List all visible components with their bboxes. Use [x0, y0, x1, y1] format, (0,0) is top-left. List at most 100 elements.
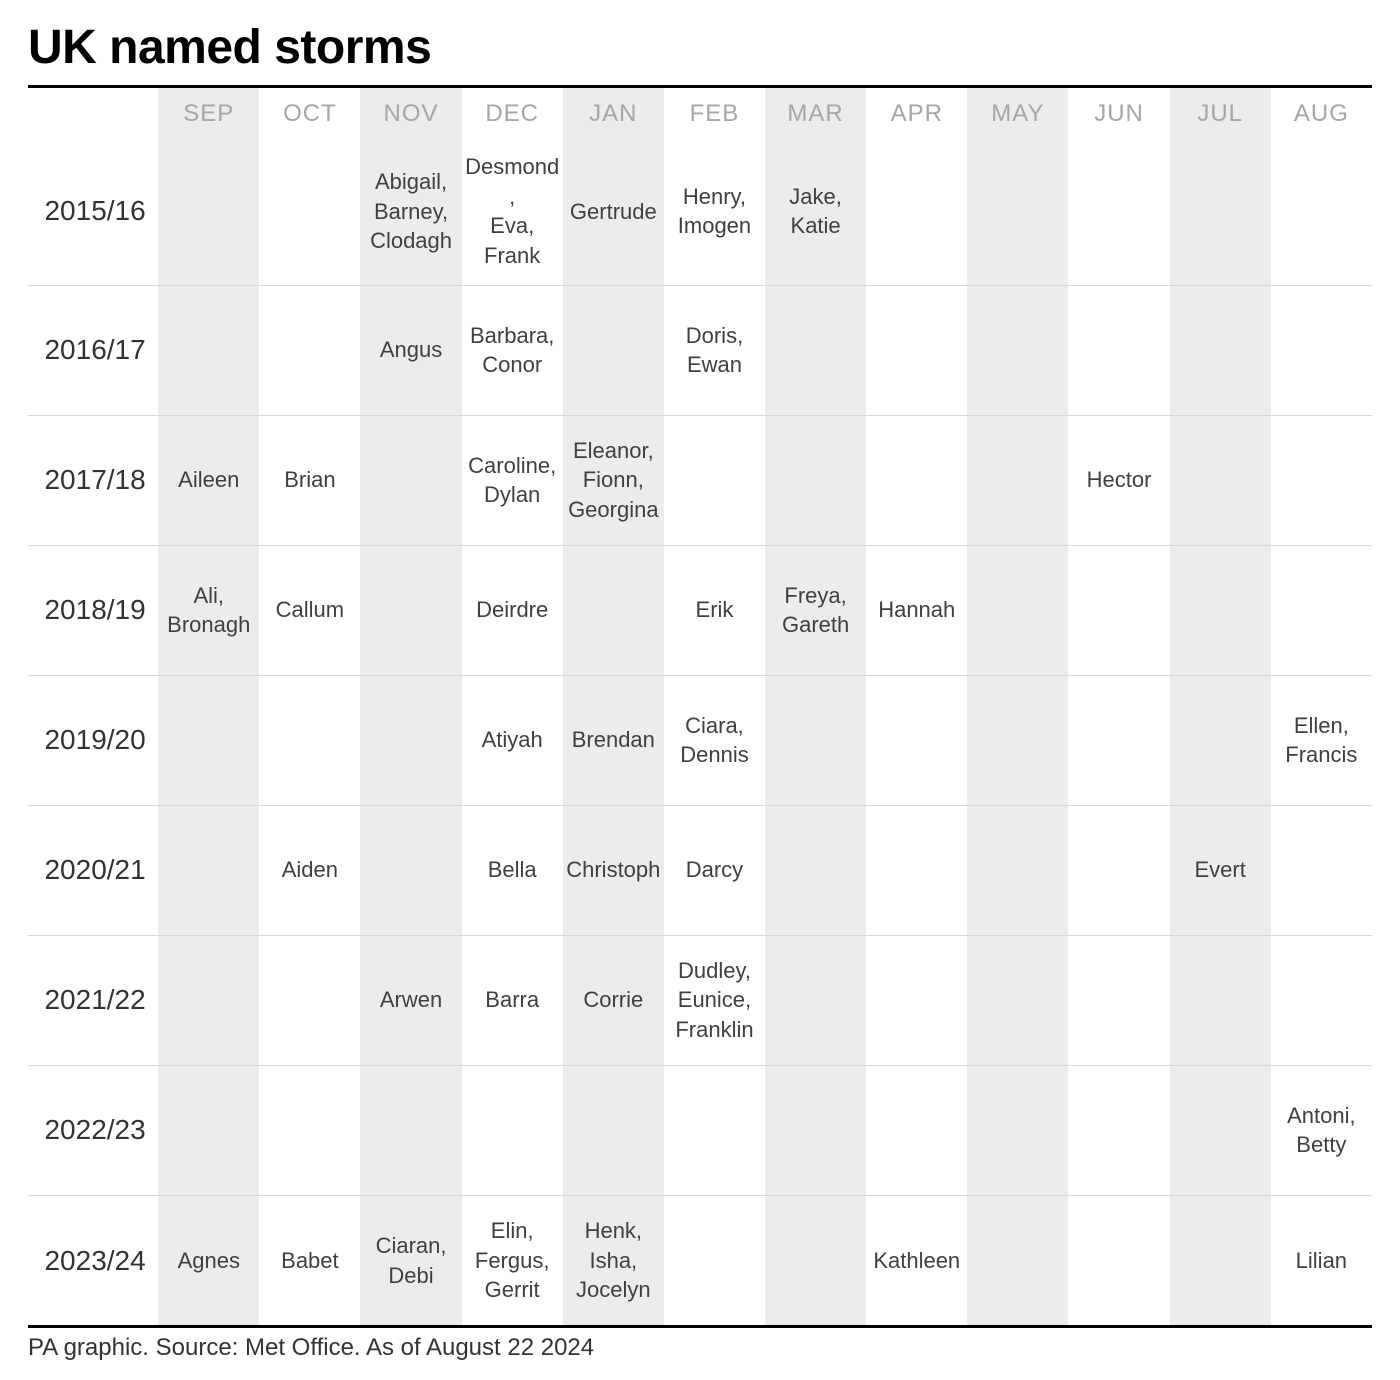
storm-name: Arwen [380, 987, 442, 1012]
storm-name: Erik [696, 597, 734, 622]
storm-name: Eleanor, [573, 438, 654, 463]
storm-cell [664, 1065, 765, 1195]
storm-cell: Gertrude [563, 138, 664, 285]
storm-cell [1271, 415, 1372, 545]
storm-cell [866, 415, 967, 545]
storm-cell [259, 285, 360, 415]
storm-cell [866, 805, 967, 935]
storm-name: Lilian [1296, 1248, 1347, 1273]
storm-cell [967, 675, 1068, 805]
storm-cell: Barra [462, 935, 563, 1065]
storm-name: Ali, [193, 583, 224, 608]
storm-name: Isha, [589, 1248, 637, 1273]
storm-name: Georgina [568, 497, 659, 522]
storm-name: Corrie [583, 987, 643, 1012]
storm-cell [1271, 285, 1372, 415]
storm-name: Imogen [678, 213, 751, 238]
storm-cell: Brendan [563, 675, 664, 805]
table-row: 2022/23Antoni,Betty [28, 1065, 1372, 1195]
storm-cell: Hector [1068, 415, 1169, 545]
storm-name: Fergus, [475, 1248, 550, 1273]
storm-cell [866, 285, 967, 415]
storm-cell [1170, 285, 1271, 415]
storm-name: Francis [1285, 742, 1357, 767]
storm-cell [360, 805, 461, 935]
storm-cell: Antoni,Betty [1271, 1065, 1372, 1195]
header-month: NOV [360, 88, 461, 138]
storm-cell [360, 415, 461, 545]
storm-cell [259, 1065, 360, 1195]
storm-name: Eunice, [678, 987, 751, 1012]
storm-cell: Jake,Katie [765, 138, 866, 285]
storm-name: Callum [276, 597, 344, 622]
source-line: PA graphic. Source: Met Office. As of Au… [28, 1328, 1372, 1362]
year-cell: 2017/18 [28, 415, 158, 545]
storm-cell: Hannah [866, 545, 967, 675]
storm-name: Ellen, [1294, 713, 1349, 738]
storm-cell [1068, 805, 1169, 935]
storm-name: Dudley, [678, 958, 751, 983]
storm-name: Ciara, [685, 713, 744, 738]
storm-name: Dennis [680, 742, 748, 767]
storm-cell [360, 1065, 461, 1195]
header-year-blank [28, 88, 158, 138]
storm-cell [158, 935, 259, 1065]
table-row: 2023/24AgnesBabetCiaran,DebiElin,Fergus,… [28, 1195, 1372, 1325]
storm-cell [866, 138, 967, 285]
storm-name: Aiden [282, 857, 338, 882]
storm-name: Hector [1087, 467, 1152, 492]
storm-name: Desmond, [465, 154, 559, 209]
storm-cell [1170, 545, 1271, 675]
storm-name: Hannah [878, 597, 955, 622]
storm-cell [259, 935, 360, 1065]
storm-name: Darcy [686, 857, 743, 882]
year-cell: 2016/17 [28, 285, 158, 415]
storm-cell [765, 805, 866, 935]
storm-cell [765, 1195, 866, 1325]
storm-cell [1271, 805, 1372, 935]
storm-cell [1271, 935, 1372, 1065]
table-row: 2016/17AngusBarbara,ConorDoris,Ewan [28, 285, 1372, 415]
storm-cell [967, 1195, 1068, 1325]
storm-cell [967, 285, 1068, 415]
storm-cell: Atiyah [462, 675, 563, 805]
storm-name: Caroline, [468, 453, 556, 478]
header-month: AUG [1271, 88, 1372, 138]
storm-cell [1068, 1195, 1169, 1325]
storm-cell [866, 675, 967, 805]
storm-name: Barney, [374, 199, 448, 224]
header-row: SEPOCTNOVDECJANFEBMARAPRMAYJUNJULAUG [28, 88, 1372, 138]
storm-cell [158, 285, 259, 415]
header-month: OCT [259, 88, 360, 138]
storm-cell: Elin,Fergus,Gerrit [462, 1195, 563, 1325]
storm-name: Bella [488, 857, 537, 882]
storm-cell: Lilian [1271, 1195, 1372, 1325]
header-month: DEC [462, 88, 563, 138]
storm-cell [765, 1065, 866, 1195]
storm-cell [1271, 138, 1372, 285]
storm-cell [1068, 138, 1169, 285]
storm-cell: Henry,Imogen [664, 138, 765, 285]
storm-cell [967, 545, 1068, 675]
storm-cell: Dudley,Eunice,Franklin [664, 935, 765, 1065]
storm-name: Jake, [789, 184, 842, 209]
storm-cell: Callum [259, 545, 360, 675]
storm-name: Freya, [784, 583, 846, 608]
storm-cell: Aileen [158, 415, 259, 545]
storms-table: SEPOCTNOVDECJANFEBMARAPRMAYJUNJULAUG 201… [28, 88, 1372, 1325]
storm-cell: Aiden [259, 805, 360, 935]
storm-cell [664, 1195, 765, 1325]
storm-name: Deirdre [476, 597, 548, 622]
storm-cell: Doris,Ewan [664, 285, 765, 415]
year-cell: 2023/24 [28, 1195, 158, 1325]
storm-cell: Ciaran,Debi [360, 1195, 461, 1325]
storm-cell [664, 415, 765, 545]
year-cell: 2020/21 [28, 805, 158, 935]
storm-cell: Kathleen [866, 1195, 967, 1325]
storm-cell [1068, 1065, 1169, 1195]
storms-table-container: SEPOCTNOVDECJANFEBMARAPRMAYJUNJULAUG 201… [28, 85, 1372, 1328]
storm-cell [765, 285, 866, 415]
storm-name: Betty [1296, 1132, 1346, 1157]
header-month: JUL [1170, 88, 1271, 138]
storm-cell [1068, 545, 1169, 675]
